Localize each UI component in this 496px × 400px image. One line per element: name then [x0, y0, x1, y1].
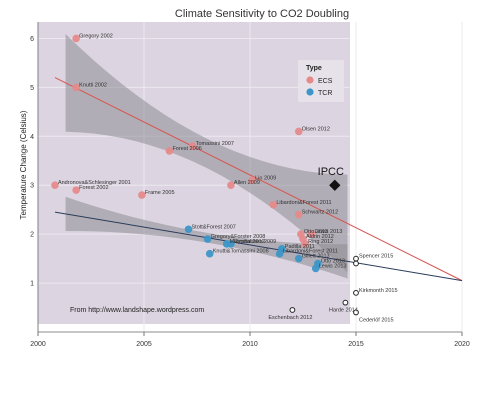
- data-point: [138, 191, 146, 199]
- x-tick-label: 2010: [242, 341, 258, 348]
- data-point: [353, 289, 359, 296]
- y-tick-label: 4: [30, 134, 34, 141]
- point-label: Tomassini 2007: [196, 141, 234, 147]
- point-label: Harde 2014: [329, 308, 358, 314]
- point-label: Forest 2006: [172, 146, 201, 152]
- y-tick-label: 6: [30, 36, 34, 43]
- data-point: [307, 230, 316, 238]
- point-label: Lin 2009: [255, 175, 276, 181]
- ipcc-diamond: [329, 179, 341, 191]
- point-label: Spencer 2015: [359, 254, 393, 260]
- x-tick-label: 2005: [136, 341, 152, 348]
- data-point: [353, 260, 359, 267]
- legend: Type ECS TCR: [298, 60, 344, 102]
- data-point: [275, 249, 284, 258]
- legend-label-tcr: TCR: [318, 90, 332, 97]
- data-point: [72, 34, 80, 43]
- point-label: Cederlöf 2015: [359, 317, 394, 323]
- data-point: [248, 176, 256, 185]
- y-tick-label: 3: [30, 183, 34, 190]
- data-point: [184, 225, 193, 234]
- legend-marker-ecs: [306, 76, 314, 84]
- point-label: Knutti&Tomassini 2008: [213, 249, 269, 255]
- point-label: Andronova&Schlesinger 2001: [58, 180, 131, 186]
- data-point: [353, 309, 359, 316]
- legend-title: Type: [306, 65, 322, 72]
- point-label: Lewis 2013: [319, 263, 347, 269]
- point-label: Forest 2002: [79, 185, 108, 191]
- point-label: Allen 2009: [234, 180, 260, 186]
- point-label: Gillett 2013: [302, 254, 330, 260]
- data-point: [222, 240, 231, 248]
- point-label: Aldrin 2012: [306, 234, 334, 240]
- point-label: Otto 2013: [321, 259, 345, 265]
- y-axis-label: Temperature Change (Celsius): [19, 110, 28, 219]
- point-label: Otto 2013: [304, 229, 328, 235]
- data-point: [311, 264, 320, 273]
- point-label: Schwartz 2012: [302, 210, 338, 216]
- data-point: [342, 299, 349, 306]
- x-tick-label: 2015: [348, 341, 364, 348]
- data-point: [203, 235, 212, 243]
- point-label: Knutti 2002: [79, 82, 107, 88]
- point-label: Kirkmonth 2015: [359, 288, 398, 294]
- point-label: Rypdal 2012: [234, 239, 265, 245]
- data-point: [294, 127, 303, 136]
- data-point: [227, 181, 235, 190]
- data-point: [294, 210, 303, 219]
- x-tick-label: 2000: [30, 341, 46, 348]
- data-point: [188, 142, 197, 150]
- point-label: Olsen 2012: [302, 126, 330, 132]
- data-point: [269, 201, 278, 209]
- point-label: Lewis 2013: [314, 229, 342, 235]
- source-annotation: From http://www.landshape.wordpress.com: [70, 307, 204, 314]
- data-points: [51, 34, 359, 316]
- chart-title: Climate Sensitivity to CO2 Doubling: [175, 8, 349, 20]
- data-point: [289, 307, 296, 313]
- point-label: Eschenbach 2012: [268, 315, 312, 321]
- point-label: Libardoni&Forest 2011: [276, 200, 331, 206]
- trend-line-tcr: [54, 211, 463, 282]
- point-label: Gregory&Forster 2008: [211, 234, 266, 240]
- x-tick-label: 2020: [454, 341, 470, 348]
- legend-marker-tcr: [306, 88, 314, 96]
- data-point: [72, 186, 80, 194]
- point-label: Libardoni&Forest 2011: [283, 249, 338, 255]
- point-labels: Gregory 2002 Knutti 2002 Olsen 2012 Tomassi…: [58, 33, 398, 323]
- trend-lines: [54, 77, 463, 282]
- data-point: [205, 249, 214, 258]
- ipcc-label: IPCC: [318, 166, 344, 178]
- data-point: [51, 181, 59, 190]
- data-point: [294, 254, 303, 263]
- point-label: Stott&Forest 2007: [192, 224, 236, 230]
- point-label: Gregory 2002: [79, 33, 113, 39]
- y-tick-label: 5: [30, 85, 34, 92]
- legend-label-ecs: ECS: [318, 78, 333, 85]
- y-tick-label: 1: [30, 281, 34, 288]
- y-tick-label: 2: [30, 232, 34, 239]
- trend-line-ecs: [54, 77, 463, 282]
- ipcc-marker-group: IPCC: [318, 166, 344, 191]
- point-label: Ring 2012: [308, 239, 333, 245]
- axes: 2000 2005 2010 2015 2020 1 2 3 4 5 6: [30, 22, 470, 348]
- data-point: [72, 83, 80, 92]
- data-point: [301, 240, 309, 248]
- data-point: [353, 255, 359, 262]
- point-label: Meinshausen 2009: [230, 239, 276, 245]
- legend-box: [298, 60, 344, 102]
- data-point: [165, 147, 174, 155]
- point-label: Frame 2005: [145, 190, 175, 196]
- point-label: Padilla 2011: [285, 244, 315, 250]
